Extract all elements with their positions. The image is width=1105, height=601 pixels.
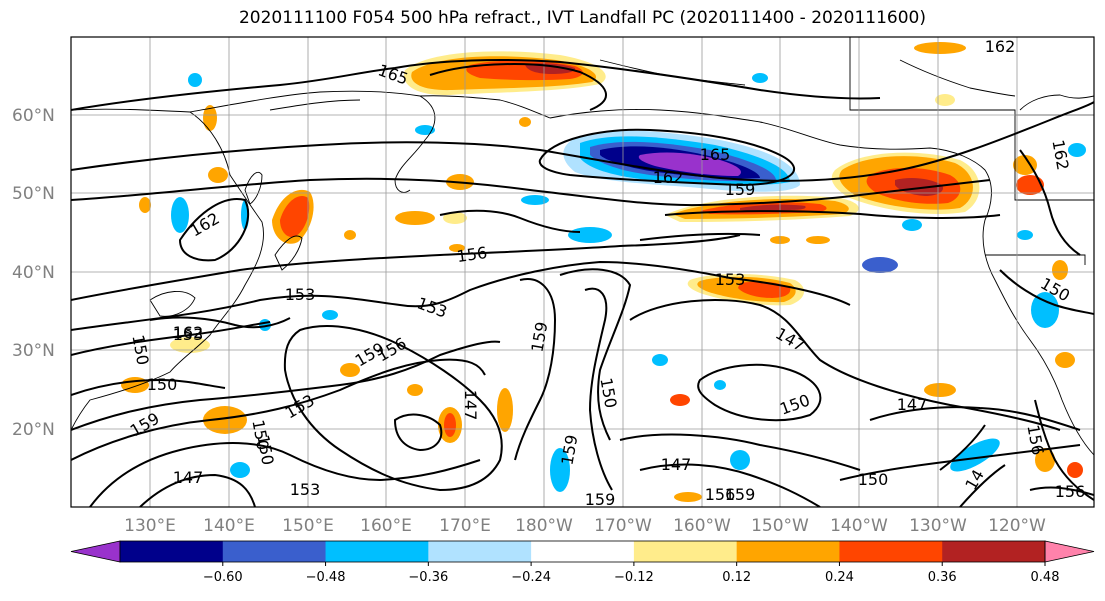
lon-label: 120°W <box>988 516 1046 536</box>
contour-label: 150 <box>147 375 178 394</box>
contour-label: 159 <box>585 490 616 509</box>
colorbar-segment <box>839 541 943 562</box>
colorbar-tick-label: 0.48 <box>1031 570 1060 585</box>
contour-label: 156 <box>705 485 736 504</box>
latitude-labels: 60°N 50°N 40°N 30°N 20°N <box>12 106 55 440</box>
longitude-labels: 130°E 140°E 150°E 160°E 170°E 180°W 170°… <box>124 516 1046 536</box>
colorbar-tick-label: −0.36 <box>408 570 448 585</box>
contour-label: 165 <box>700 145 731 164</box>
contour-label: 153 <box>415 293 450 321</box>
negative-anomaly-region <box>638 152 741 176</box>
colorbar-segment <box>120 541 224 562</box>
lon-label: 140°W <box>830 516 888 536</box>
colorbar-tick-label: −0.24 <box>511 570 551 585</box>
colorbar-segment <box>222 541 327 562</box>
contour-label: 162 <box>173 323 204 342</box>
lon-label: 180°W <box>515 516 573 536</box>
colorbar-outline <box>119 540 1046 563</box>
lat-label: 50°N <box>12 184 55 204</box>
lon-label: 130°E <box>124 516 176 536</box>
colorbar-tick-label: 0.36 <box>928 570 957 585</box>
lon-label: 170°W <box>594 516 652 536</box>
lon-label: 150°E <box>282 516 334 536</box>
contour-label: 153 <box>290 480 321 499</box>
lat-label: 60°N <box>12 106 55 126</box>
contour-label: 14 <box>961 466 988 493</box>
colorbar-tick-label: −0.60 <box>203 570 243 585</box>
colorbar-segment <box>70 540 121 563</box>
contour-label: 147 <box>897 395 928 414</box>
contour-label: 147 <box>772 324 808 356</box>
lon-label: 170°E <box>439 516 491 536</box>
contour-label: 162 <box>1048 138 1072 171</box>
lon-label: 130°W <box>909 516 967 536</box>
scattered-anomaly-cells <box>121 42 1086 502</box>
lon-label: 160°W <box>673 516 731 536</box>
lon-label: 150°W <box>751 516 809 536</box>
colorbar-segment <box>531 541 635 562</box>
map-frame <box>70 36 1095 508</box>
colorbar-segment <box>428 541 532 562</box>
lat-label: 40°N <box>12 263 55 283</box>
contour-label: 159 <box>725 485 756 504</box>
contour-label: 162 <box>653 168 684 187</box>
contour-label: 147 <box>661 455 692 474</box>
contour-label: 150 <box>596 376 620 409</box>
contour-label: 153 <box>282 391 318 423</box>
colorbar-segment <box>736 541 840 562</box>
colorbar-tick-label: 0.24 <box>825 570 854 585</box>
contour-label: 159 <box>725 180 756 199</box>
colorbar-tick-label: −0.48 <box>306 570 346 585</box>
contour-label: 150 <box>858 470 889 489</box>
contour-label: 150 <box>128 333 152 366</box>
colorbar-tick-label: −0.12 <box>614 570 654 585</box>
contour-label: 156 <box>455 243 488 266</box>
colorbar-segment <box>325 541 429 562</box>
coastline-layer <box>71 37 1094 456</box>
map-title: 2020111100 F054 500 hPa refract., IVT La… <box>238 8 926 28</box>
contour-labels: 1651621651621591561531531501621531591561… <box>127 37 1086 509</box>
contour-label: 159 <box>557 433 581 466</box>
positive-anomaly-region <box>740 204 806 211</box>
positive-anomaly-region <box>738 281 791 298</box>
contour-label: 156 <box>374 334 410 366</box>
positive-anomaly-region <box>525 63 576 74</box>
colorbar-segment <box>633 541 738 562</box>
colorbar: −0.60 −0.48 −0.36 −0.24 −0.12 0.12 0.24 0.36 0.4… <box>70 540 1095 585</box>
contour-label: 150 <box>253 433 277 466</box>
contour-label: 153 <box>173 325 204 344</box>
contour-label: 153 <box>715 270 746 289</box>
contour-label: 156 <box>1055 482 1086 501</box>
contour-label: 153 <box>285 285 316 304</box>
lon-label: 160°E <box>360 516 412 536</box>
contour-label: 162 <box>187 209 223 241</box>
lon-label: 140°E <box>203 516 255 536</box>
lat-label: 30°N <box>12 341 55 361</box>
positive-anomaly-region <box>280 196 310 238</box>
positive-anomaly-region <box>895 177 944 196</box>
contour-label: 165 <box>376 60 411 88</box>
contour-label: 162 <box>985 37 1016 56</box>
contour-label: 147 <box>461 390 480 421</box>
graticule <box>71 37 1094 507</box>
contour-label: 159 <box>527 320 551 353</box>
contour-layer <box>71 59 1094 507</box>
colorbar-segment <box>1044 540 1095 563</box>
contour-label: 150 <box>777 390 812 418</box>
lat-label: 20°N <box>12 420 55 440</box>
colorbar-tick-label: 0.12 <box>722 570 751 585</box>
contour-label: 147 <box>173 468 204 487</box>
colorbar-segment <box>942 541 1046 562</box>
